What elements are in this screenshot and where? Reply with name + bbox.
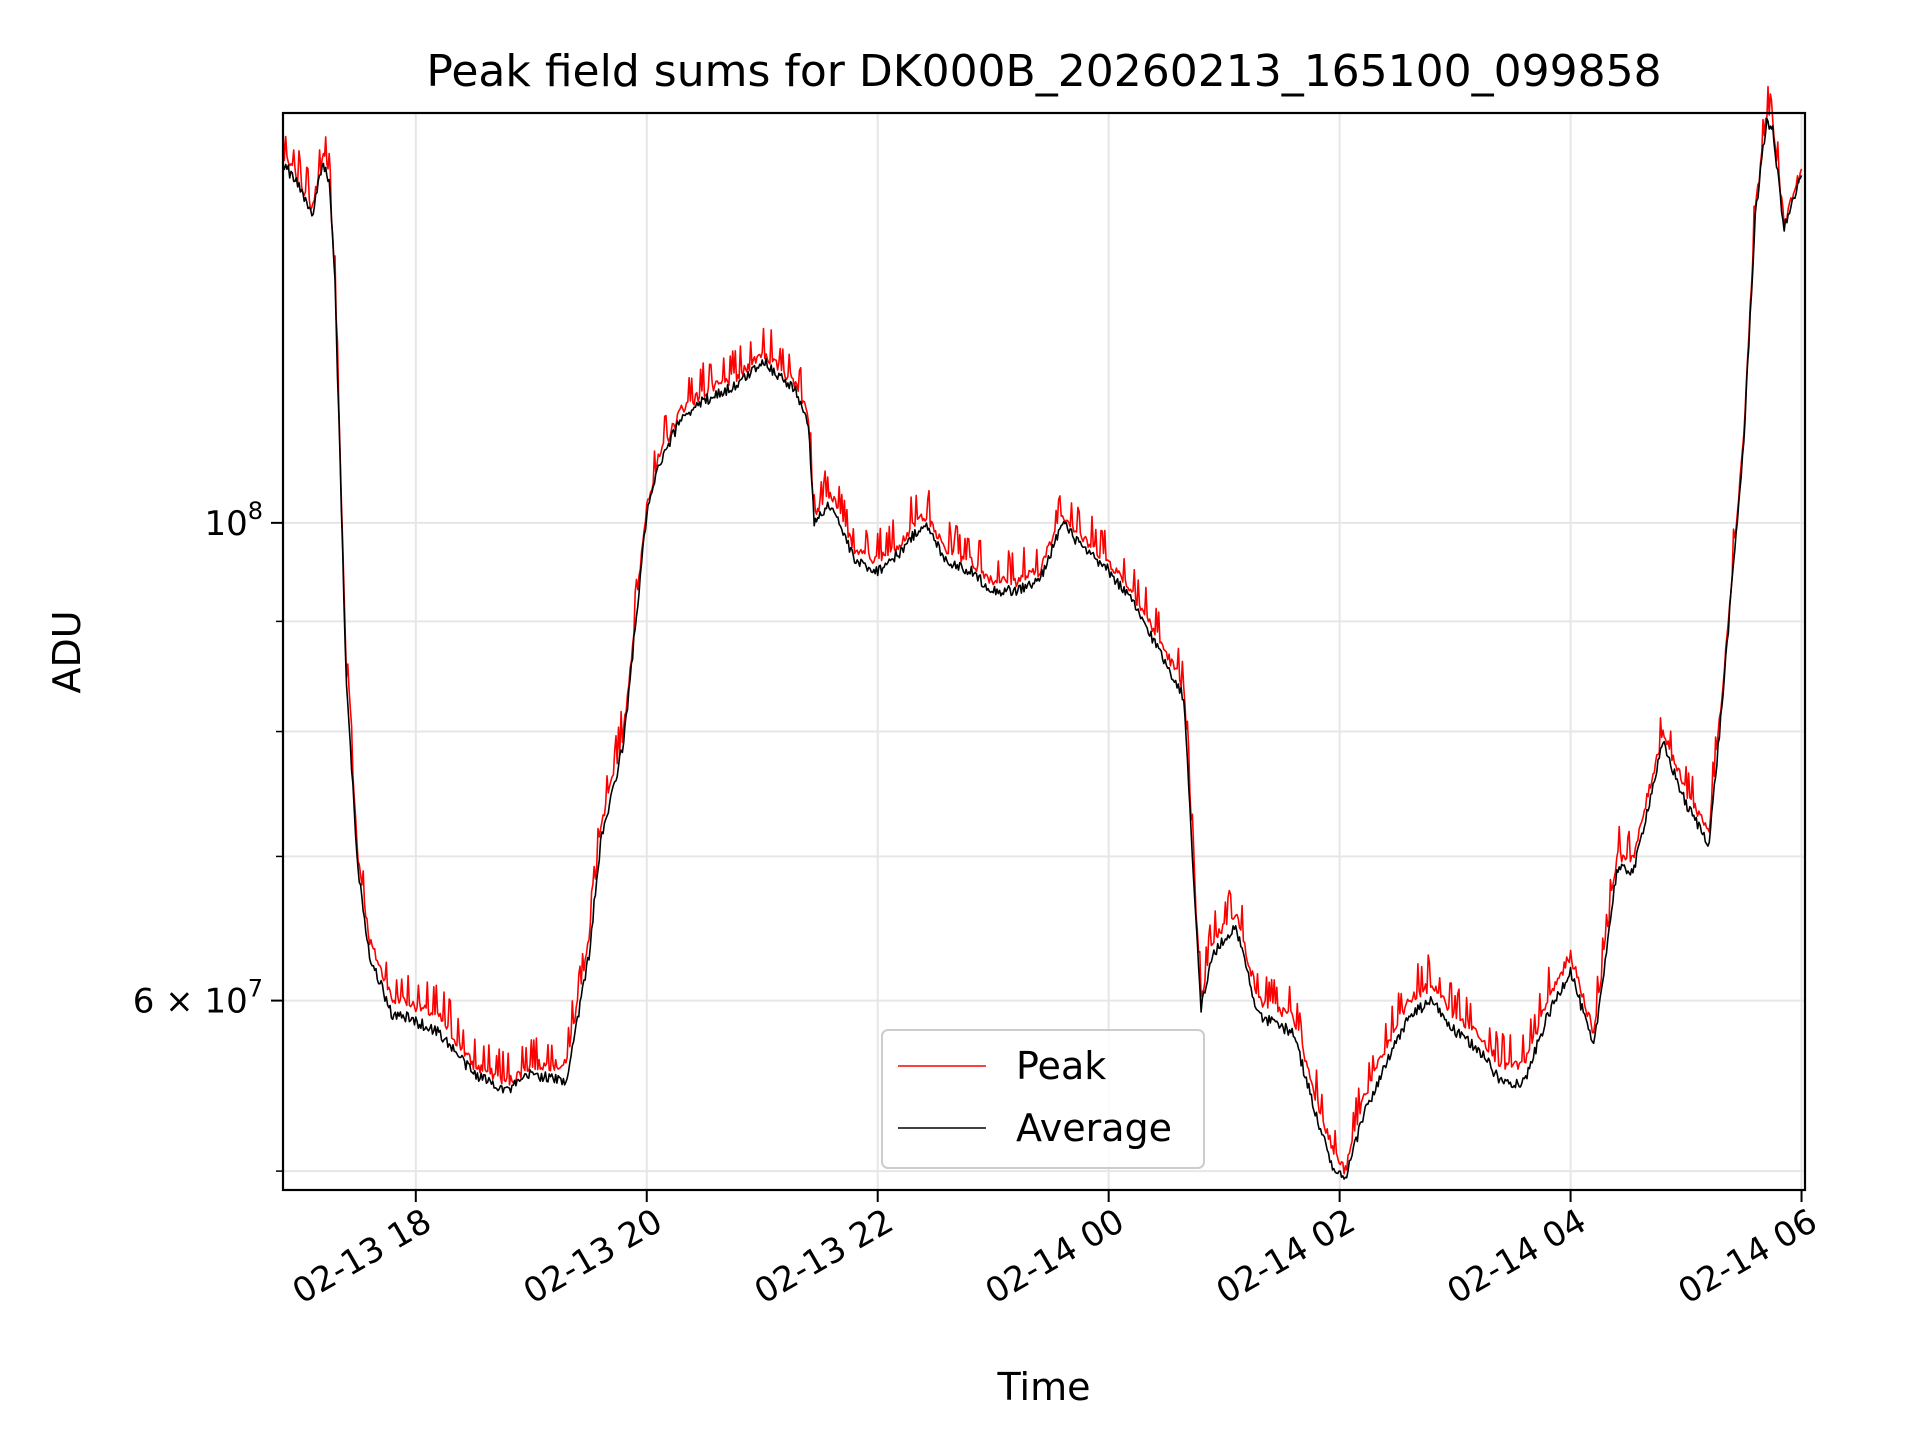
legend-label-average: Average: [1016, 1106, 1172, 1150]
plot-frame: [281, 111, 1807, 1192]
grid-layer: [283, 113, 1805, 1190]
chart-title: Peak field sums for DK000B_20260213_1651…: [426, 46, 1661, 97]
x-axis-label: Time: [997, 1365, 1091, 1409]
legend: Peak Average: [881, 1029, 1205, 1169]
series-layer: [282, 85, 1803, 1180]
series-line-average: [282, 117, 1803, 1180]
legend-label-peak: Peak: [1016, 1044, 1106, 1088]
legend-box: [881, 1029, 1205, 1169]
y-tick-label: 6 × 107: [133, 975, 263, 1022]
y-axis-label: ADU: [45, 610, 89, 693]
y-tick-label: 108: [204, 497, 263, 544]
